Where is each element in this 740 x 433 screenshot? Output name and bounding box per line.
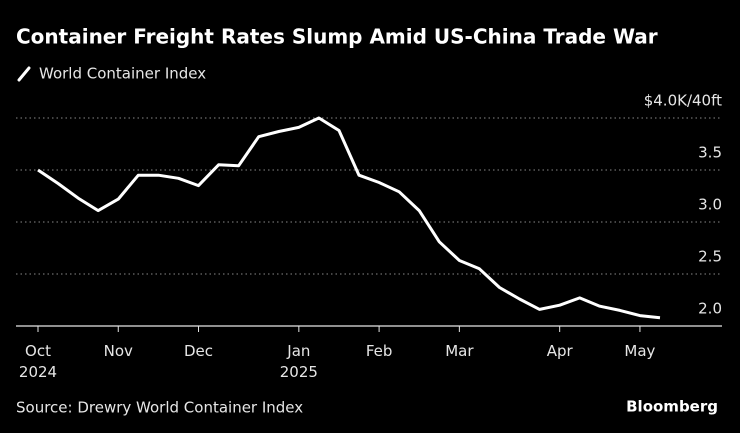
- y-tick-label: 2.0: [698, 300, 722, 318]
- y-tick-label: 3.0: [698, 196, 722, 214]
- chart-title: Container Freight Rates Slump Amid US-Ch…: [16, 25, 658, 49]
- x-tick-label: Oct 2024: [18, 342, 58, 381]
- legend-label: World Container Index: [39, 65, 206, 83]
- x-tick-label: Nov: [103, 342, 133, 360]
- y-tick-label: 3.5: [698, 144, 722, 162]
- legend-swatch: [17, 66, 31, 82]
- x-tick-label: Mar: [445, 342, 474, 360]
- line: [37, 116, 661, 320]
- brand: Bloomberg: [626, 398, 718, 416]
- x-tick-label: Jan 2025: [279, 342, 318, 381]
- x-tick-label: Apr: [546, 342, 573, 360]
- y-tick-label: $4.0K/40ft: [644, 92, 722, 110]
- y-tick-label: 2.5: [698, 248, 722, 266]
- source: Source: Drewry World Container Index: [16, 399, 303, 417]
- x-tick-label: May: [624, 342, 656, 360]
- x-tick-label: Dec: [184, 342, 214, 360]
- x-tick-label: Feb: [365, 342, 393, 360]
